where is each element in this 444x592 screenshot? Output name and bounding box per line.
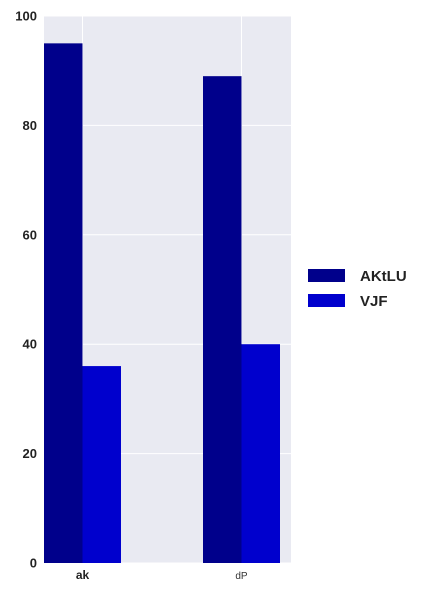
bar-aktlu-dp	[203, 76, 242, 564]
y-tick-label: 0	[30, 556, 37, 571]
y-axis-ticks: 0 20 40 60 80 100	[15, 9, 37, 571]
bars	[44, 43, 280, 564]
x-tick-label: dP	[235, 571, 248, 582]
bar-aktlu-ak	[44, 43, 83, 564]
y-tick-label: 40	[23, 337, 37, 352]
y-tick-label: 100	[15, 9, 37, 24]
y-tick-label: 20	[23, 446, 37, 461]
bar-vjf-ak	[82, 366, 121, 563]
bar-vjf-dp	[241, 344, 280, 563]
y-tick-label: 80	[23, 118, 37, 133]
legend-swatch	[308, 269, 345, 282]
x-axis-ticks: ak dP	[76, 568, 248, 582]
legend: AKtLU VJF	[308, 268, 407, 310]
y-tick-label: 60	[23, 227, 37, 242]
legend-label: VJF	[360, 293, 388, 310]
x-tick-label: ak	[76, 568, 90, 582]
legend-label: AKtLU	[360, 268, 407, 285]
legend-swatch	[308, 294, 345, 307]
